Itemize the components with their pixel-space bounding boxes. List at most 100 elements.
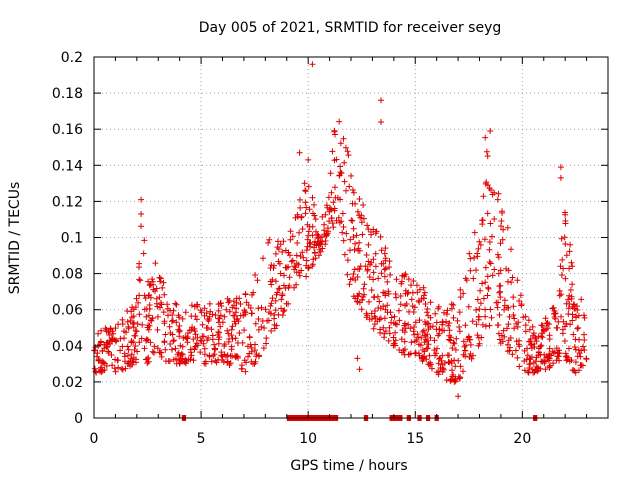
data-point [354, 355, 361, 362]
data-point [378, 97, 384, 104]
data-point [542, 366, 549, 373]
data-point [462, 275, 469, 282]
data-point [303, 247, 310, 254]
data-point [303, 273, 310, 280]
data-point [172, 345, 179, 352]
data-point [583, 356, 590, 363]
data-point [249, 291, 255, 298]
data-point [467, 350, 474, 357]
data-point [343, 230, 350, 237]
data-point [345, 152, 352, 159]
data-point [411, 304, 418, 311]
data-point [561, 338, 568, 344]
data-point [498, 218, 505, 224]
data-point [415, 297, 422, 304]
data-point [525, 369, 532, 376]
data-point [193, 316, 200, 323]
data-point [411, 324, 417, 330]
data-point [98, 364, 105, 371]
data-point [358, 306, 365, 313]
data-point [462, 322, 469, 329]
data-point [487, 128, 494, 134]
data-point [506, 313, 513, 320]
data-point [300, 254, 307, 261]
data-point [268, 281, 275, 288]
data-point [299, 249, 306, 256]
data-point [125, 352, 131, 359]
data-point [114, 357, 121, 364]
data-point [477, 287, 484, 294]
data-point [426, 352, 433, 359]
data-point [497, 288, 504, 295]
data-point [370, 294, 377, 301]
data-point [326, 218, 333, 225]
data-point [387, 271, 394, 278]
data-point [336, 219, 343, 226]
x-tick-label: 5 [197, 431, 206, 447]
data-point [330, 224, 337, 231]
data-point [408, 296, 415, 303]
data-point [494, 196, 501, 203]
data-point [496, 289, 503, 296]
data-point [205, 334, 212, 341]
y-tick-label: 0.12 [52, 194, 83, 210]
data-point [471, 254, 478, 261]
data-point [242, 368, 249, 375]
data-point [576, 350, 583, 357]
data-point [256, 352, 263, 359]
data-point [567, 241, 574, 248]
data-point [386, 264, 393, 271]
data-point [563, 252, 570, 259]
data-point [364, 312, 371, 319]
data-point [109, 328, 116, 335]
data-point [419, 329, 426, 335]
data-point [460, 338, 467, 345]
data-point [311, 250, 318, 256]
data-point [473, 307, 480, 313]
data-point [311, 201, 317, 208]
data-point [269, 276, 276, 283]
data-point [456, 328, 463, 335]
data-point [422, 301, 429, 307]
data-point [302, 199, 309, 206]
data-point [499, 338, 506, 345]
data-point [121, 350, 128, 357]
data-point [358, 219, 365, 226]
data-point [157, 278, 164, 285]
data-point [190, 357, 197, 364]
data-point [237, 301, 244, 307]
data-point [209, 332, 216, 339]
data-point [477, 241, 484, 248]
data-point [119, 343, 126, 350]
data-point [353, 232, 360, 239]
data-point [157, 304, 163, 311]
data-point [112, 325, 119, 332]
data-point [321, 221, 328, 228]
data-point [410, 309, 417, 315]
data-point [331, 207, 338, 214]
data-point [372, 315, 379, 321]
data-point [124, 318, 131, 325]
data-point [574, 353, 581, 360]
data-point [449, 367, 455, 374]
data-point [133, 328, 140, 335]
data-point [149, 348, 156, 355]
data-point [446, 352, 452, 359]
data-point [354, 208, 361, 215]
data-point [328, 206, 335, 213]
data-point [376, 298, 383, 305]
data-point [530, 359, 537, 366]
data-point [269, 295, 276, 302]
data-point [187, 349, 194, 356]
data-point [204, 324, 211, 331]
data-point [384, 278, 391, 285]
data-point [368, 287, 375, 294]
data-point [303, 257, 310, 264]
data-point [498, 332, 505, 339]
data-point [153, 285, 160, 292]
data-point [496, 283, 503, 290]
data-point [370, 256, 377, 263]
data-point [355, 293, 362, 300]
data-point [451, 340, 458, 347]
data-point [221, 343, 228, 349]
